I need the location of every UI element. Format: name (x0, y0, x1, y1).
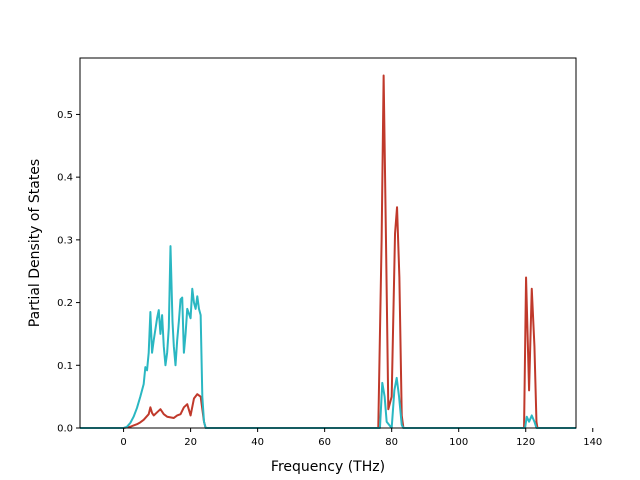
x-tick-label: 0 (120, 437, 126, 448)
y-axis-ticks: 0.0 0.1 0.2 0.3 0.4 0.5 (57, 110, 80, 435)
x-axis-ticks: 0 20 40 60 80 100 120 140 (120, 428, 602, 448)
y-tick-label: 0.2 (57, 298, 73, 309)
y-axis-label: Partial Density of States (27, 159, 43, 327)
series-line-1 (80, 245, 576, 429)
series-lines (80, 74, 576, 429)
y-tick-label: 0.5 (57, 110, 73, 121)
series-line-0 (80, 74, 576, 429)
y-tick-label: 0.0 (57, 424, 73, 435)
x-tick-label: 40 (251, 437, 264, 448)
x-tick-label: 140 (583, 437, 602, 448)
x-tick-label: 60 (318, 437, 331, 448)
x-axis-label: Frequency (THz) (271, 459, 385, 475)
y-tick-label: 0.3 (57, 235, 73, 246)
x-tick-label: 20 (184, 437, 197, 448)
y-tick-label: 0.1 (57, 361, 73, 372)
x-tick-label: 100 (449, 437, 468, 448)
plot-frame (79, 57, 577, 429)
y-tick-label: 0.4 (57, 173, 73, 184)
x-tick-label: 120 (516, 437, 535, 448)
x-tick-label: 80 (385, 437, 398, 448)
